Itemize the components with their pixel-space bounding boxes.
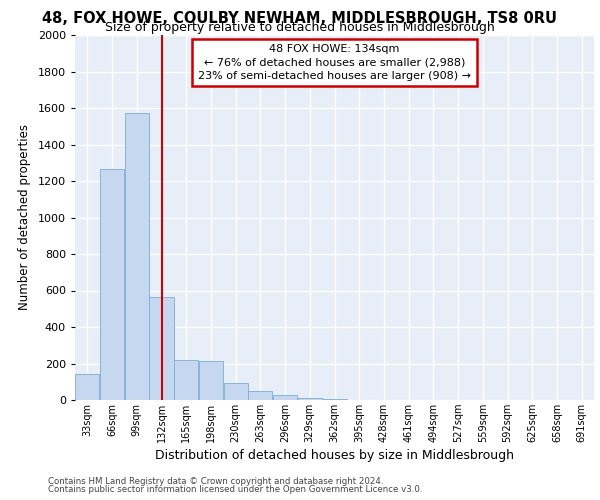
Y-axis label: Number of detached properties: Number of detached properties <box>18 124 31 310</box>
Bar <box>199 361 223 400</box>
Bar <box>75 374 100 400</box>
Text: Contains HM Land Registry data © Crown copyright and database right 2024.: Contains HM Land Registry data © Crown c… <box>48 477 383 486</box>
Bar <box>149 297 173 400</box>
Bar <box>322 399 347 400</box>
Text: 48 FOX HOWE: 134sqm
← 76% of detached houses are smaller (2,988)
23% of semi-det: 48 FOX HOWE: 134sqm ← 76% of detached ho… <box>198 44 471 80</box>
Text: 48, FOX HOWE, COULBY NEWHAM, MIDDLESBROUGH, TS8 0RU: 48, FOX HOWE, COULBY NEWHAM, MIDDLESBROU… <box>43 11 557 26</box>
Text: Size of property relative to detached houses in Middlesbrough: Size of property relative to detached ho… <box>105 21 495 34</box>
Text: Contains public sector information licensed under the Open Government Licence v3: Contains public sector information licen… <box>48 485 422 494</box>
Bar <box>298 398 322 400</box>
Bar <box>100 169 124 400</box>
Bar <box>174 360 199 400</box>
Bar <box>273 396 297 400</box>
Bar <box>224 382 248 400</box>
Bar <box>125 112 149 400</box>
X-axis label: Distribution of detached houses by size in Middlesbrough: Distribution of detached houses by size … <box>155 449 514 462</box>
Bar <box>248 391 272 400</box>
